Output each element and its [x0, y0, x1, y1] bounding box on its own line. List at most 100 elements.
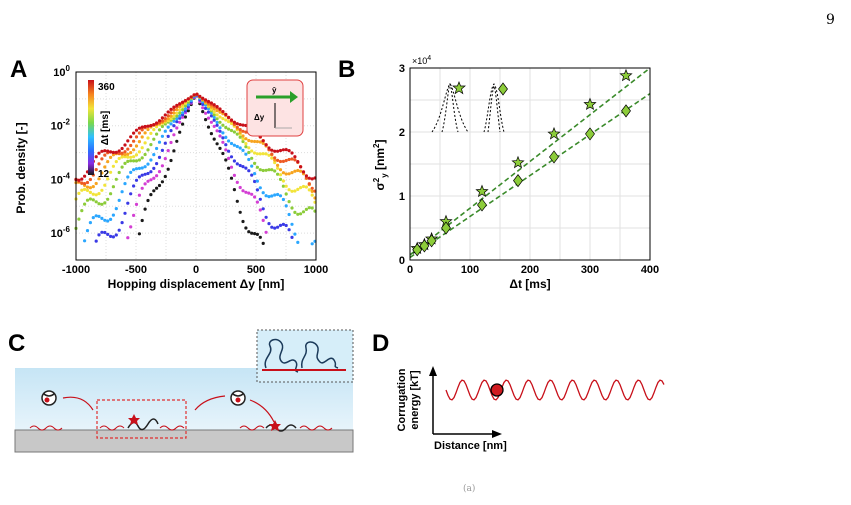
panel-a-point	[224, 158, 228, 162]
panel-a-point	[172, 133, 176, 137]
panel-a-point	[255, 200, 259, 204]
panel-a-point	[152, 189, 156, 193]
panel-a-point	[132, 148, 136, 152]
panel-a-point	[157, 170, 162, 174]
panel-a-point	[175, 108, 179, 112]
panel-a-point	[290, 222, 294, 226]
panel-a-point	[189, 95, 193, 99]
panel-a-point	[284, 184, 288, 188]
panel-a-point	[88, 221, 92, 225]
panel-a-point	[106, 177, 110, 181]
panel-a-point	[111, 185, 115, 189]
panel-a-point	[241, 148, 245, 152]
panel-a-point	[307, 188, 311, 192]
panel-a-point	[129, 143, 133, 148]
panel-a-point	[163, 129, 167, 133]
panel-a-point	[301, 170, 306, 174]
panel-a-point	[181, 111, 185, 115]
panel-letter-a: A	[10, 56, 28, 83]
panel-a-point	[83, 174, 87, 178]
panel-c-surface	[14, 429, 354, 453]
panel-b-x-tick: 200	[521, 264, 539, 276]
panel-a-point	[181, 122, 185, 126]
panel-a-point	[290, 151, 294, 155]
panel-a-point	[241, 137, 245, 141]
panel-a-point	[232, 120, 236, 124]
panel-a-point	[281, 184, 285, 188]
panel-a-point	[232, 173, 236, 177]
panel-a-point	[163, 113, 167, 117]
panel-a-point	[94, 155, 98, 159]
panel-a-y-tick: 10-4	[51, 171, 71, 186]
panel-a-point	[120, 151, 124, 155]
panel-a-point	[255, 140, 259, 144]
panel-a-point	[172, 108, 176, 112]
panel-a-point	[117, 228, 121, 232]
panel-a-point	[278, 177, 283, 181]
panel-a-point	[235, 125, 239, 129]
panel-a-point	[258, 152, 262, 156]
panel-a-point	[140, 156, 144, 160]
panel-a-point	[143, 131, 147, 135]
panel-a-point	[310, 206, 314, 210]
panel-a-point	[146, 148, 150, 152]
panel-b-y-ticks: 0 1 2 3	[399, 63, 405, 267]
panel-a-point	[261, 139, 265, 143]
panel-a-point	[218, 120, 222, 124]
panel-a-point	[209, 105, 213, 109]
panel-a-point	[137, 150, 141, 154]
panel-a-point	[299, 212, 303, 216]
panel-a-point	[209, 101, 213, 105]
panel-a-point	[160, 119, 164, 123]
panel-a-point	[261, 241, 265, 245]
panel-a-point	[229, 176, 234, 180]
panel-a-point	[120, 165, 124, 169]
panel-a-point	[241, 129, 245, 133]
panel-a-point	[183, 104, 187, 108]
panel-a-point	[166, 167, 170, 171]
panel-a-point	[157, 140, 162, 144]
panel-a-point	[134, 153, 139, 157]
panel-a-point	[123, 143, 127, 147]
panel-a-point	[293, 155, 297, 159]
panel-a-point	[209, 114, 213, 118]
panel-a-point	[140, 173, 144, 177]
panel-a-point	[97, 202, 101, 206]
panel-a-point	[218, 134, 222, 138]
panel-a-point	[276, 149, 280, 153]
panel-a-point	[109, 192, 113, 196]
panel-c-molecule-left	[41, 390, 57, 406]
panel-a-point	[218, 146, 222, 150]
panel-b-ylabel: σ2y [nm2]	[372, 140, 389, 191]
panel-a-x-tick: 500	[247, 264, 265, 276]
panel-a-point	[241, 134, 245, 138]
panel-a-point	[267, 195, 271, 199]
panel-a-point	[140, 125, 144, 129]
panel-a-point	[253, 139, 257, 144]
panel-b-fit-line	[409, 92, 651, 259]
panel-a-point	[241, 123, 245, 127]
panel-b-x-tick: 400	[641, 264, 659, 276]
panel-a-point	[169, 107, 173, 111]
panel-a-point	[85, 229, 90, 233]
panel-d-ylabel-2: energy [kT]	[409, 370, 421, 430]
panel-a-point	[290, 171, 294, 175]
panel-a-point	[129, 170, 133, 174]
panel-a-point	[80, 177, 84, 181]
panel-a-point	[103, 183, 107, 187]
panel-a-point	[143, 152, 147, 157]
panel-a-point	[114, 150, 118, 154]
panel-a-point	[258, 140, 262, 144]
panel-a-point	[206, 110, 211, 114]
panel-a-point	[134, 159, 139, 163]
panel-a-point	[126, 159, 130, 163]
panel-a-point	[134, 128, 139, 132]
panel-a-point	[155, 146, 159, 151]
panel-a-point	[178, 116, 182, 120]
panel-a-point	[175, 103, 179, 107]
panel-a-point	[224, 148, 228, 152]
panel-a-point	[103, 149, 107, 153]
panel-a-point	[227, 115, 231, 119]
